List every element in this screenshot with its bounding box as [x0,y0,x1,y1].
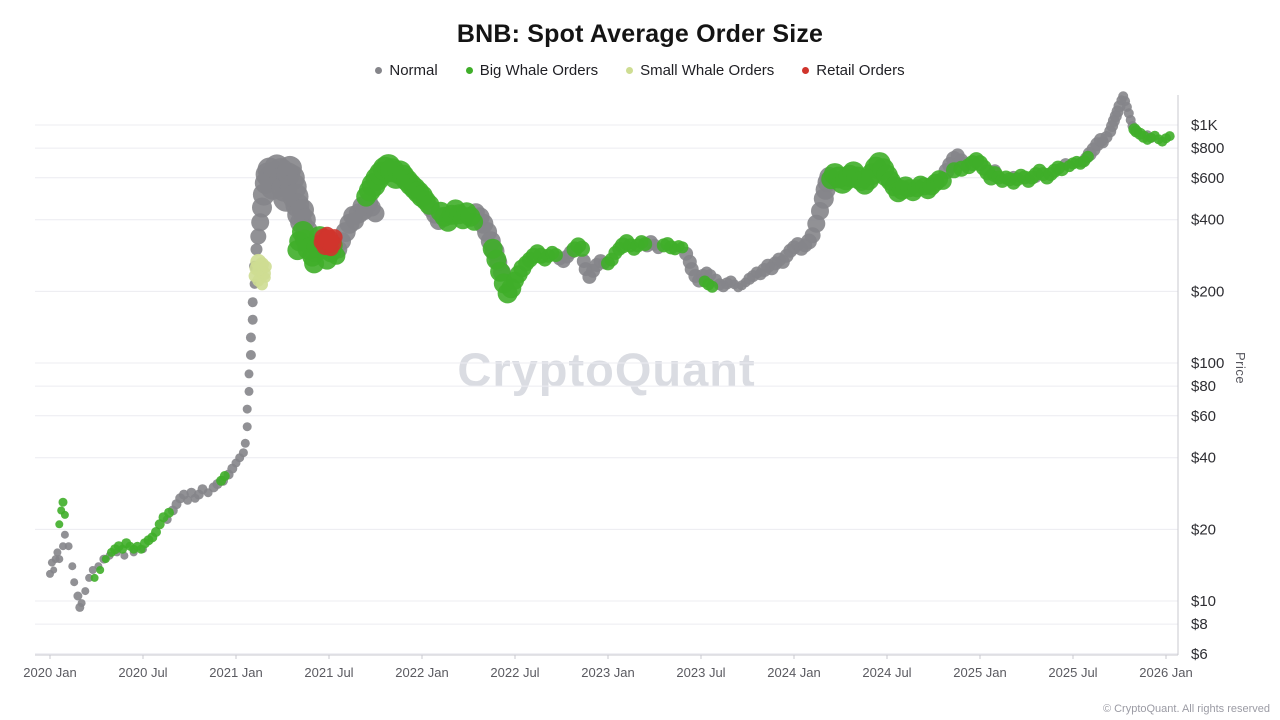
data-point-big-whale-orders [1164,131,1175,142]
data-point-normal [247,314,258,325]
y-tick-label: $100 [1191,355,1224,372]
data-point-big-whale-orders [164,507,174,518]
data-point-normal [242,404,252,414]
data-point-normal [73,591,83,601]
legend-item-retail-orders[interactable]: Retail Orders [802,62,905,79]
y-tick-label: $800 [1191,140,1224,157]
data-point-big-whale-orders [548,248,563,263]
legend-dot-icon [802,67,810,74]
x-tick-label: 2025 Jul [1048,665,1097,680]
y-tick-label: $600 [1191,170,1224,187]
data-point-normal [244,369,254,379]
data-point-normal [60,530,69,539]
x-tick-label: 2022 Jul [490,665,539,680]
legend-item-big-whale-orders[interactable]: Big Whale Orders [465,62,599,79]
x-tick-label: 2020 Jul [118,665,167,680]
legend-dot-icon [465,67,473,74]
data-point-normal [88,566,97,574]
data-point-big-whale-orders [101,555,110,564]
legend-item-normal[interactable]: Normal [375,62,438,79]
data-point-normal [77,599,86,608]
y-axis-title: Price [1233,352,1248,385]
x-tick-label: 2022 Jan [395,665,449,680]
data-point-big-whale-orders [90,573,99,582]
data-point-big-whale-orders [1081,150,1094,163]
data-point-big-whale-orders [60,510,69,519]
data-point-big-whale-orders [933,171,952,190]
data-point-normal [250,243,263,256]
x-tick-label: 2023 Jan [581,665,635,680]
x-tick-label: 2021 Jan [209,665,263,680]
y-tick-label: $6 [1191,646,1208,663]
legend-dot-icon [375,67,383,74]
data-point-big-whale-orders [574,240,590,257]
legend-item-small-whale-orders[interactable]: Small Whale Orders [626,62,774,79]
data-point-normal [64,542,73,551]
data-point-big-whale-orders [55,520,64,529]
data-point-normal [251,213,270,232]
x-tick-label: 2025 Jan [953,665,1007,680]
x-tick-label: 2024 Jul [862,665,911,680]
data-point-normal [366,204,385,223]
y-tick-label: $1K [1191,117,1218,134]
data-point-normal [53,548,62,557]
data-point-normal [183,495,193,505]
y-tick-label: $400 [1191,212,1224,229]
data-point-normal [85,573,94,582]
data-point-normal [247,297,258,308]
data-point-big-whale-orders [638,237,653,252]
y-tick-label: $8 [1191,616,1208,633]
data-point-normal [50,566,58,574]
data-point-small-whale-orders [260,272,271,283]
x-tick-label: 2021 Jul [304,665,353,680]
data-point-normal [59,542,67,551]
x-tick-label: 2026 Jan [1139,665,1193,680]
data-point-normal [70,578,79,587]
data-point-normal [68,562,77,571]
chart-title: BNB: Spot Average Order Size [456,20,824,48]
data-point-big-whale-orders [219,471,230,481]
data-point-normal [250,228,267,245]
data-point-big-whale-orders [151,527,161,537]
data-point-normal [240,438,250,448]
legend-label: Big Whale Orders [479,62,599,79]
data-point-normal [81,587,90,596]
x-tick-label: 2023 Jul [676,665,725,680]
legend-label: Small Whale Orders [640,62,775,79]
x-tick-label: 2024 Jan [767,665,821,680]
data-point-normal [244,386,254,396]
data-point-normal [242,422,252,432]
y-tick-label: $60 [1191,408,1216,425]
y-tick-label: $20 [1191,521,1216,538]
legend: Normal Big Whale Orders Small Whale Orders… [0,62,1280,79]
y-tick-label: $200 [1191,283,1224,300]
copyright-footer: © CryptoQuant. All rights reserved [1102,703,1270,715]
x-tick-label: 2020 Jan [23,665,77,680]
data-point-big-whale-orders [465,212,484,231]
data-point-big-whale-orders [96,566,105,574]
data-point-normal [238,448,248,458]
y-tick-label: $40 [1191,450,1216,467]
data-point-normal [55,555,64,564]
data-point-big-whale-orders [58,497,68,507]
legend-label: Retail Orders [816,62,905,79]
data-point-normal [245,332,256,343]
data-point-small-whale-orders [259,260,272,273]
legend-label: Normal [389,62,438,79]
y-tick-label: $80 [1191,378,1216,395]
y-tick-label: $10 [1191,593,1216,610]
data-point-big-whale-orders [706,280,719,293]
data-point-big-whale-orders [676,241,689,254]
legend-dot-icon [626,67,634,74]
data-point-normal [120,551,129,560]
data-point-normal [245,350,256,360]
data-point-retail-orders [326,229,343,246]
